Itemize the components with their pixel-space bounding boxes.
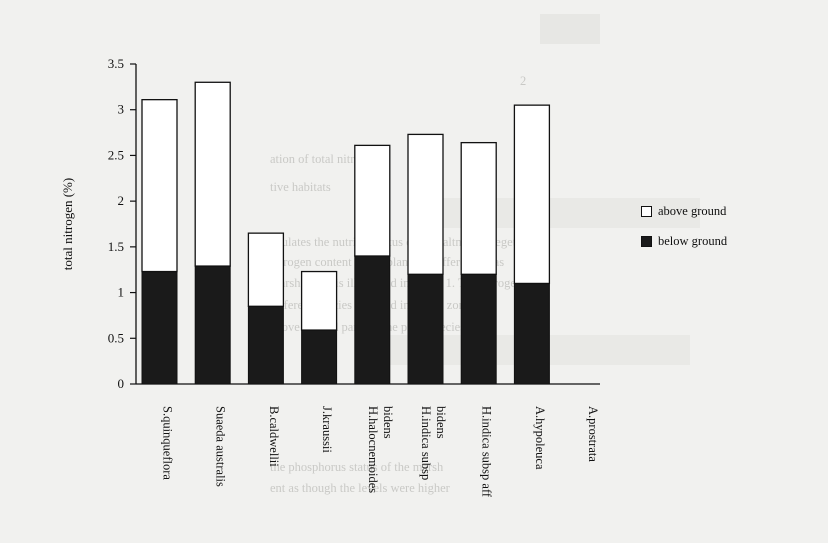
y-axis-label: total nitrogen (%) — [60, 178, 75, 270]
y-tick-label: 3 — [118, 102, 125, 117]
legend-label-above: above ground — [658, 204, 727, 218]
y-tick-label: 2 — [118, 193, 125, 208]
bar-above-ground — [141, 99, 178, 273]
bar-above-ground — [354, 144, 391, 257]
x-tick-label: H.indica subsp — [419, 406, 433, 480]
x-tick-label: A.hypoleuca — [533, 406, 547, 470]
bar-above-ground — [513, 104, 551, 285]
bar-above-ground — [194, 81, 231, 267]
bar-below-ground — [460, 273, 497, 385]
y-tick-label: 1 — [118, 285, 125, 300]
x-tick-label: B.caldwellii — [267, 406, 281, 467]
x-tick-label: bidens — [434, 406, 448, 439]
x-tick-label: H.halocnemoides — [366, 406, 380, 493]
y-tick-label: 2.5 — [108, 147, 124, 162]
x-tick-label: Suaeda australis — [214, 406, 228, 487]
bar-below-ground — [141, 271, 178, 385]
bar-below-ground — [301, 329, 338, 385]
x-tick-label: H.indica subsp aff — [480, 406, 494, 498]
y-tick-label: 3.5 — [108, 56, 124, 71]
x-tick-label: A.prostrata — [586, 406, 600, 462]
y-tick-label: 0.5 — [108, 330, 124, 345]
y-ticks: 0 0.5 1 1.5 2 2.5 3 3.5 — [108, 56, 136, 391]
bar-below-ground — [194, 265, 231, 385]
y-tick-label: 0 — [118, 376, 125, 391]
bar-below-ground — [407, 273, 444, 385]
x-tick-labels: S.quinqueflora Suaeda australis B.caldwell… — [161, 406, 601, 498]
bars — [141, 81, 551, 385]
bar-above-ground — [247, 232, 285, 307]
bar-below-ground — [354, 255, 391, 385]
legend-swatch-above — [641, 206, 652, 217]
bar-below-ground — [513, 282, 550, 385]
x-tick-label: bidens — [381, 406, 395, 439]
x-tick-label: S.quinqueflora — [161, 406, 175, 480]
bar-above-ground — [300, 270, 338, 331]
bar-above-ground — [460, 141, 497, 275]
bar-below-ground — [247, 305, 284, 385]
legend-label-below: below ground — [658, 234, 728, 248]
x-tick-label: J.kraussii — [320, 406, 334, 453]
bar-above-ground — [407, 133, 444, 275]
legend-swatch-below — [641, 236, 652, 247]
y-tick-label: 1.5 — [108, 239, 124, 254]
